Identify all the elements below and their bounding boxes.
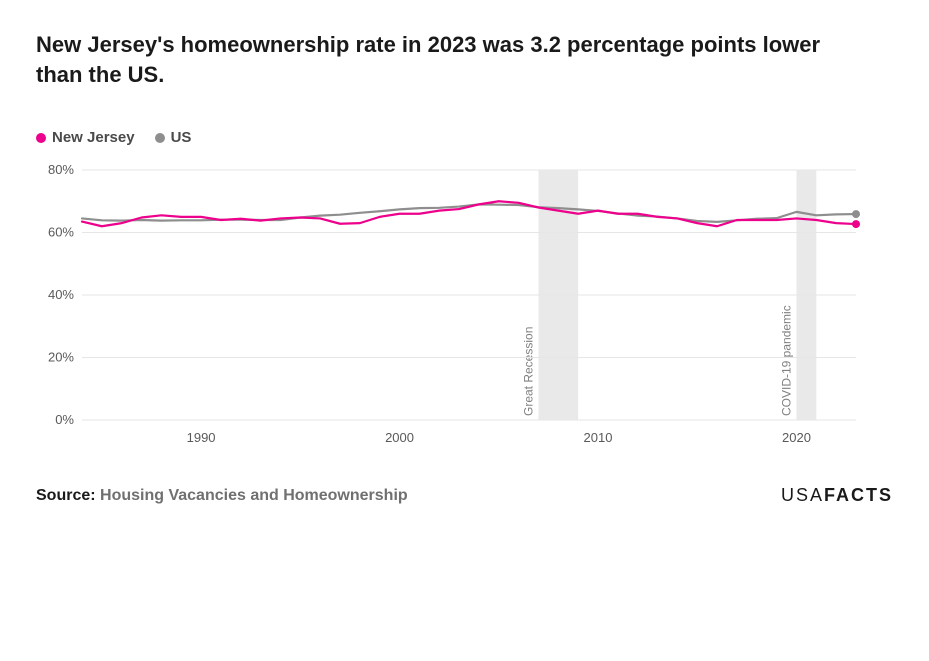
event-band-label: COVID-19 pandemic (779, 306, 793, 417)
x-tick-label: 2010 (584, 430, 613, 445)
event-band-label: Great Recession (521, 327, 535, 416)
legend-item-us: US (155, 129, 192, 146)
source-label: Source: (36, 487, 96, 504)
legend-label-us: US (171, 129, 192, 146)
y-tick-label: 80% (48, 162, 74, 177)
series-end-marker (852, 220, 860, 228)
y-tick-label: 0% (55, 412, 74, 427)
x-tick-label: 2020 (782, 430, 811, 445)
x-tick-label: 2000 (385, 430, 414, 445)
y-tick-label: 60% (48, 225, 74, 240)
chart-area: Great Recession COVID-19 pandemic 0% 20% 40%… (36, 160, 893, 455)
footer: Source: Housing Vacancies and Homeowners… (36, 485, 893, 506)
chart-title: New Jersey's homeownership rate in 2023 … (36, 30, 836, 89)
legend-label-nj: New Jersey (52, 129, 135, 146)
brand-logo: USAFACTS (781, 485, 893, 506)
x-tick-label: 1990 (187, 430, 216, 445)
source-link[interactable]: Housing Vacancies and Homeownership (100, 487, 408, 504)
line-chart: Great Recession COVID-19 pandemic 0% 20% 40%… (36, 160, 866, 450)
y-tick-label: 20% (48, 350, 74, 365)
legend: New Jersey US (36, 129, 893, 146)
series-end-marker (852, 210, 860, 218)
legend-dot-us (155, 133, 165, 143)
brand-prefix: USA (781, 485, 824, 505)
source: Source: Housing Vacancies and Homeowners… (36, 487, 408, 505)
legend-item-nj: New Jersey (36, 129, 135, 146)
legend-dot-nj (36, 133, 46, 143)
brand-suffix: FACTS (824, 485, 893, 505)
y-tick-label: 40% (48, 287, 74, 302)
